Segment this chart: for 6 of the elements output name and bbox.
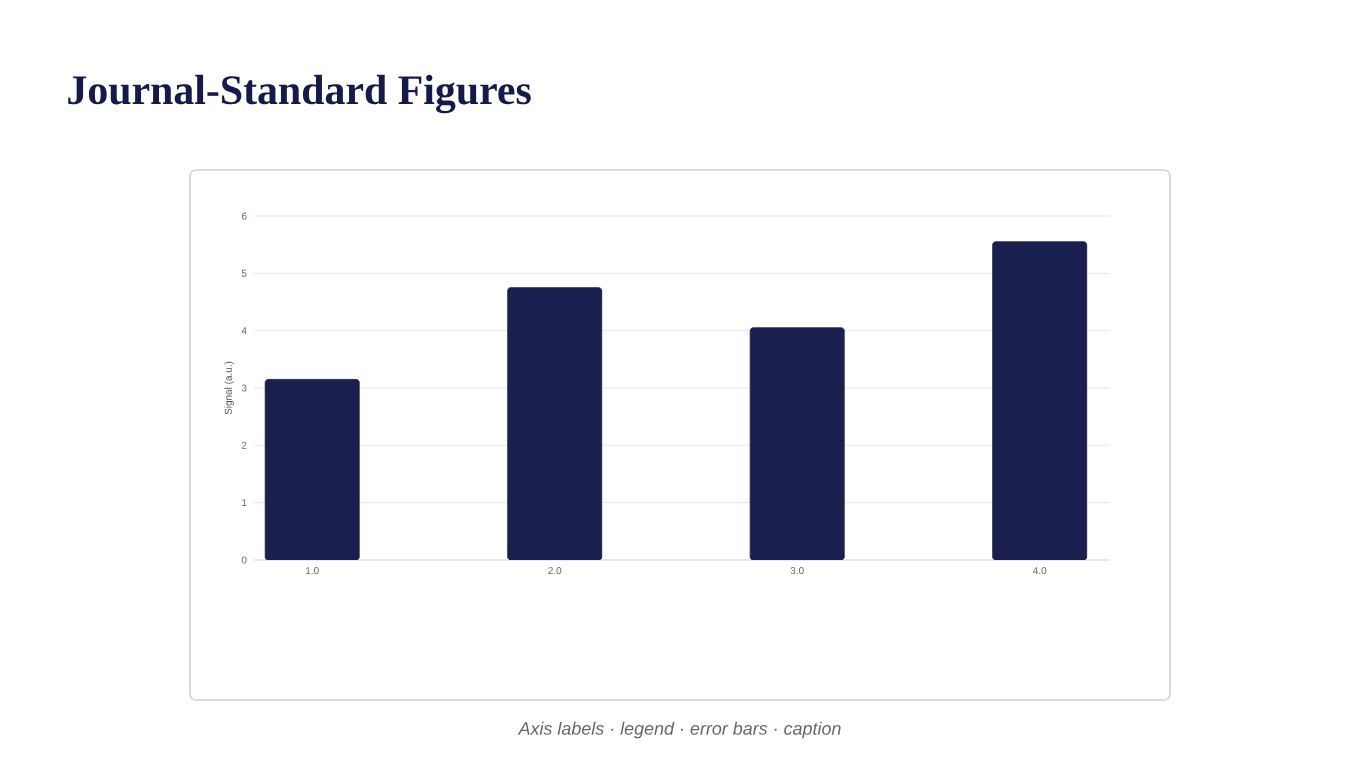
bar — [749, 327, 845, 560]
bar — [992, 241, 1088, 560]
bar — [507, 287, 603, 560]
chart-title: Journal-Standard Figures — [68, 74, 531, 114]
text: Axis labels · legend · error bars · caption — [517, 721, 841, 739]
bar — [264, 379, 360, 560]
